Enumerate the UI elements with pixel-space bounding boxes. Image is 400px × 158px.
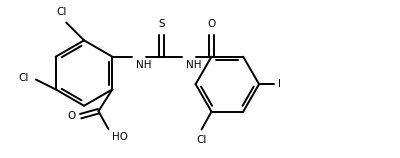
Text: NH: NH <box>186 60 201 70</box>
Text: I: I <box>278 79 281 89</box>
Text: HO: HO <box>112 132 128 142</box>
Text: O: O <box>68 111 76 121</box>
Text: Cl: Cl <box>196 135 207 145</box>
Text: NH: NH <box>136 60 152 70</box>
Text: Cl: Cl <box>56 6 66 17</box>
Text: Cl: Cl <box>18 73 29 82</box>
Text: O: O <box>207 19 216 29</box>
Text: S: S <box>159 19 165 29</box>
